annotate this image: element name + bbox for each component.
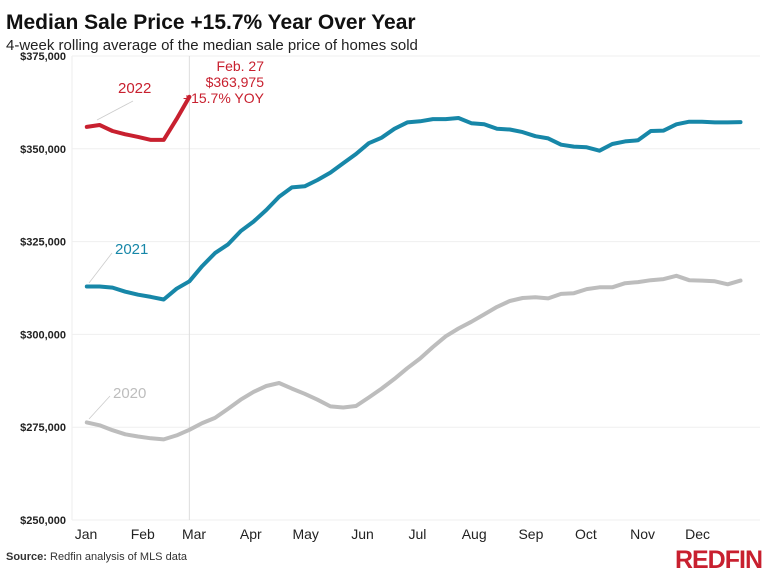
series-lines bbox=[84, 94, 743, 442]
y-tick-label: $350,000 bbox=[20, 144, 66, 156]
y-tick-label: $275,000 bbox=[20, 422, 66, 434]
x-tick-label: Aug bbox=[462, 526, 487, 542]
series-label-2021: 2021 bbox=[115, 241, 148, 258]
source-note: Source: Redfin analysis of MLS data bbox=[6, 551, 188, 563]
label-leader-2021 bbox=[88, 252, 113, 284]
series-line-2020 bbox=[84, 273, 743, 442]
x-tick-label: Mar bbox=[182, 526, 206, 542]
chart-subtitle: 4-week rolling average of the median sal… bbox=[6, 37, 418, 54]
y-axis: $250,000 $275,000 $300,000 $325,000 $350,000… bbox=[20, 51, 66, 527]
x-tick-label: Jul bbox=[408, 526, 426, 542]
label-leader-2020 bbox=[88, 395, 111, 420]
series-label-2022: 2022 bbox=[118, 80, 151, 97]
x-axis: Jan Feb Mar Apr May Jun Jul Aug Sep Oct Nov Dec bbox=[75, 526, 710, 542]
source-text: Redfin analysis of MLS data bbox=[47, 551, 188, 563]
x-tick-label: Sep bbox=[518, 526, 543, 542]
y-tick-label: $325,000 bbox=[20, 237, 66, 249]
annotation-change: +15.7% YOY bbox=[183, 90, 265, 106]
annotation-date: Feb. 27 bbox=[217, 58, 265, 74]
x-tick-label: Nov bbox=[630, 526, 655, 542]
source-label: Source: bbox=[6, 551, 47, 563]
x-tick-label: Jan bbox=[75, 526, 98, 542]
label-leader-2022 bbox=[96, 100, 134, 121]
y-tick-label: $250,000 bbox=[20, 515, 66, 527]
y-tick-label: $300,000 bbox=[20, 329, 66, 341]
y-tick-label: $375,000 bbox=[20, 51, 66, 63]
redfin-logo: REDFIN bbox=[675, 546, 762, 574]
x-tick-label: Jun bbox=[351, 526, 374, 542]
gridlines bbox=[71, 55, 760, 521]
series-line-2022 bbox=[84, 94, 192, 142]
x-tick-label: Apr bbox=[240, 526, 262, 542]
x-tick-label: May bbox=[292, 526, 318, 542]
x-tick-label: Feb bbox=[131, 526, 155, 542]
chart-title: Median Sale Price +15.7% Year Over Year bbox=[6, 11, 416, 34]
series-label-2020: 2020 bbox=[113, 385, 146, 402]
x-tick-label: Dec bbox=[685, 526, 710, 542]
series-line-2021 bbox=[84, 116, 743, 302]
annotation-value: $363,975 bbox=[206, 74, 265, 90]
x-tick-label: Oct bbox=[575, 526, 597, 542]
